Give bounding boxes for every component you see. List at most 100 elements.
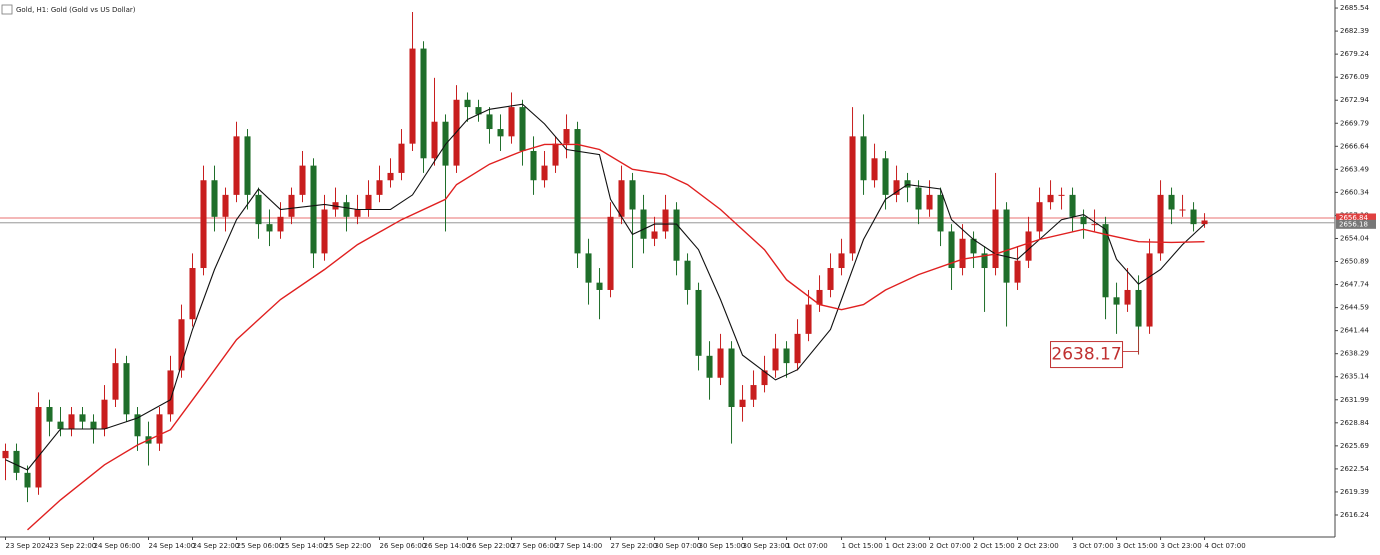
candle-body: [585, 253, 592, 283]
candle-body: [376, 180, 383, 195]
candle-body: [827, 268, 834, 290]
candle-body: [200, 180, 207, 269]
x-tick-label: 23 Sep 2024: [6, 542, 51, 550]
candle-body: [255, 194, 262, 225]
candle-body: [398, 143, 405, 173]
y-tick-label: 2676.09: [1340, 73, 1369, 81]
y-tick-label: 2619.39: [1340, 488, 1369, 496]
y-tick-label: 2631.99: [1340, 396, 1369, 404]
candle-body: [189, 268, 196, 320]
candle-body: [1080, 216, 1087, 225]
candle-body: [706, 355, 713, 378]
candle-body: [288, 194, 295, 217]
y-tick-label: 2647.74: [1340, 281, 1369, 289]
candle-body: [618, 180, 625, 217]
candle-body: [244, 136, 251, 195]
candle-body: [1146, 253, 1153, 327]
candle-body: [552, 143, 559, 166]
candle-body: [2, 450, 9, 459]
candle-body: [277, 216, 284, 232]
candle-body: [156, 414, 163, 444]
candle-body: [673, 209, 680, 261]
candle-body: [849, 136, 856, 254]
candle-body: [948, 231, 955, 269]
candle-body: [959, 238, 966, 269]
candle-body: [1190, 209, 1197, 225]
low-marker-box: [1050, 341, 1124, 369]
candle-body: [420, 48, 427, 159]
x-tick-label: 25 Sep 14:00: [281, 542, 328, 550]
candle-body: [178, 319, 185, 371]
y-tick-label: 2685.54: [1340, 4, 1369, 12]
candle-body: [1014, 260, 1021, 283]
x-tick-label: 1 Oct 07:00: [787, 542, 828, 550]
candle-body: [860, 136, 867, 181]
candle-body: [79, 414, 86, 422]
x-tick-label: 3 Oct 23:00: [1161, 542, 1202, 550]
candle-body: [24, 472, 31, 488]
candle-body: [838, 253, 845, 269]
bid-label: 2656.18: [1339, 220, 1368, 228]
candle-body: [574, 129, 581, 254]
x-tick-label: 1 Oct 23:00: [886, 542, 927, 550]
candle-body: [717, 348, 724, 378]
candle-body: [387, 172, 394, 181]
candle-body: [1069, 194, 1076, 217]
candle-body: [486, 114, 493, 130]
symbol-icon: [1, 4, 13, 15]
candle-body: [981, 253, 988, 269]
x-tick-label: 27 Sep 06:00: [512, 542, 559, 550]
candle-body: [1179, 209, 1186, 211]
x-tick-label: 27 Sep 22:00: [611, 542, 658, 550]
candle-body: [882, 158, 889, 195]
candle-body: [68, 414, 75, 429]
candle-body: [1091, 224, 1098, 226]
candle-body: [563, 129, 570, 144]
x-tick-label: 27 Sep 14:00: [556, 542, 603, 550]
candle-body: [926, 194, 933, 210]
x-tick-label: 25 Sep 22:00: [325, 542, 372, 550]
x-tick-label: 2 Oct 23:00: [1018, 542, 1059, 550]
candle-body: [90, 421, 97, 429]
candle-body: [101, 399, 108, 429]
moving-average: [27, 143, 1205, 531]
x-tick-label: 26 Sep 22:00: [468, 542, 515, 550]
candle-body: [772, 348, 779, 371]
candle-body: [651, 231, 658, 239]
y-tick-label: 2641.44: [1340, 327, 1369, 335]
candle-body: [343, 202, 350, 217]
candle-body: [1135, 289, 1142, 327]
y-tick-label: 2622.54: [1340, 465, 1369, 473]
candle-body: [794, 333, 801, 364]
x-tick-label: 1 Oct 15:00: [842, 542, 883, 550]
candle-body: [299, 165, 306, 195]
candle-body: [970, 238, 977, 254]
candle-body: [519, 107, 526, 151]
candle-body: [310, 165, 317, 254]
moving-average: [5, 103, 1205, 471]
y-tick-label: 2679.24: [1340, 50, 1369, 58]
candle-body: [1168, 194, 1175, 210]
candle-body: [266, 224, 273, 232]
candle-body: [816, 289, 823, 305]
candle-body: [13, 450, 20, 473]
y-tick-label: 2666.64: [1340, 142, 1369, 150]
candle-body: [684, 260, 691, 290]
y-tick-label: 2644.59: [1340, 304, 1369, 312]
x-tick-label: 2 Oct 15:00: [974, 542, 1015, 550]
candle-body: [1124, 289, 1131, 305]
candle-body: [365, 194, 372, 210]
ask-box: [1336, 213, 1376, 223]
candle-body: [167, 370, 174, 415]
x-tick-label: 30 Sep 23:00: [743, 542, 790, 550]
candle-body: [640, 209, 647, 239]
candle-body: [508, 107, 515, 137]
candle-body: [1003, 209, 1010, 283]
candle-body: [541, 165, 548, 181]
candle-body: [893, 180, 900, 195]
y-tick-label: 2628.84: [1340, 419, 1369, 427]
candle-body: [123, 363, 130, 415]
candle-body: [211, 180, 218, 217]
